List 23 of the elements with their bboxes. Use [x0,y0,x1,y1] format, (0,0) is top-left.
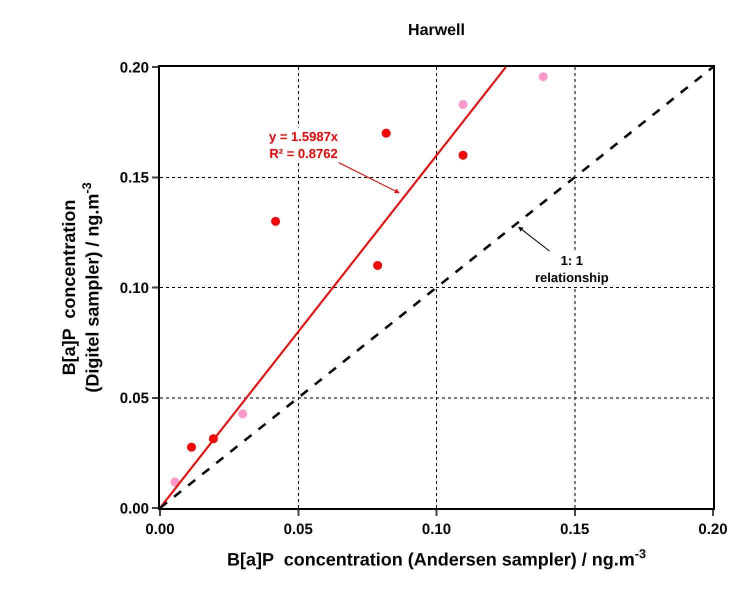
y-tick-label: 0.05 [120,390,149,407]
x-tick-label: 0.00 [145,521,175,538]
y-tick-label: 0.10 [120,280,149,297]
point [373,260,382,270]
annotation: 1: 1 relationship [535,253,609,285]
y-tick-label: 0.20 [120,59,149,76]
x-tick-label: 0.10 [422,521,452,538]
point [458,100,468,109]
annotation: y = 1.5987x R² = 0.8762 [269,129,339,161]
point [271,216,280,226]
x-tick-label: 0.15 [560,521,590,538]
x-axis-title: B[a]P concentration (Andersen sampler) / ng.m$^{-3}$ [227,547,646,570]
y-tick-label: 0.00 [120,500,149,518]
point [382,128,391,138]
point [458,150,468,160]
point [170,477,180,486]
x-tick-label: 0.20 [698,521,728,538]
point [187,442,196,452]
point [538,72,548,82]
point [238,409,248,418]
x-tick-label: 0.05 [284,521,313,538]
y-tick-label: 0.15 [120,170,149,186]
chart-title: Harwell [408,22,465,40]
